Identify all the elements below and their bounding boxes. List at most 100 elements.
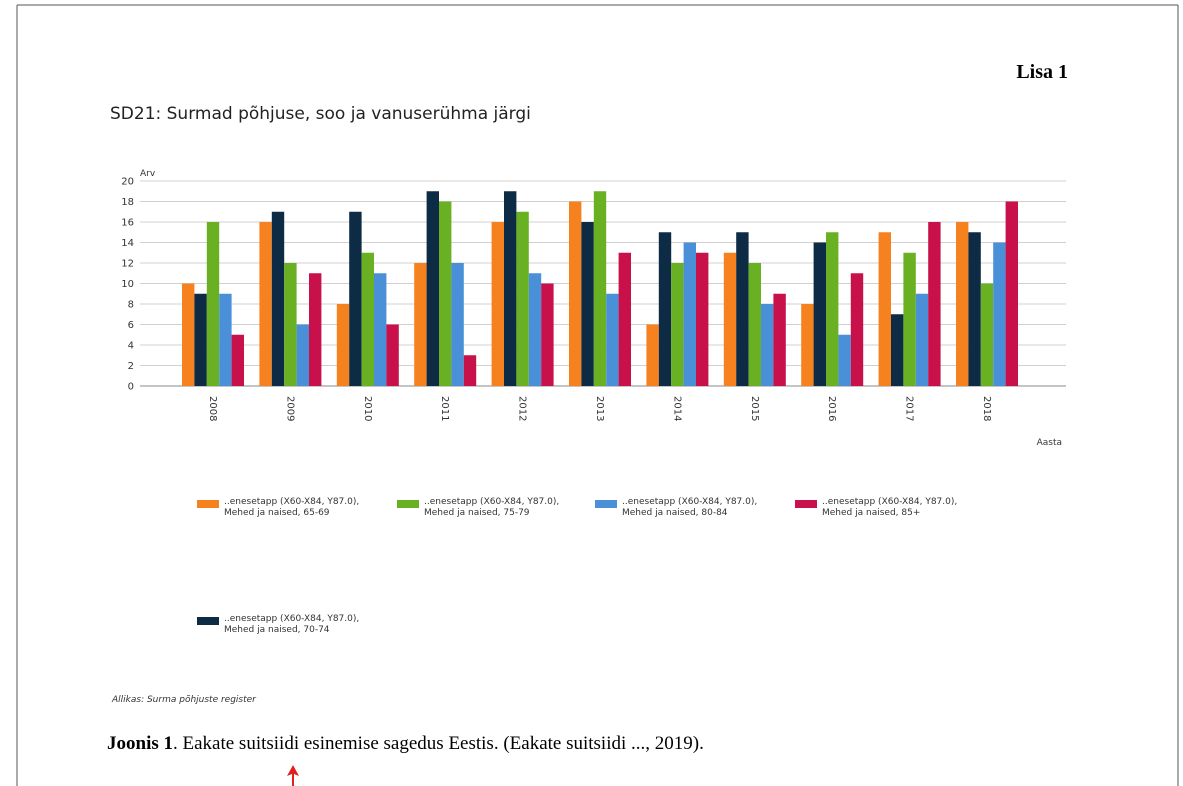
bar xyxy=(271,211,285,386)
bar xyxy=(671,263,684,386)
legend-swatch xyxy=(197,617,219,625)
bar xyxy=(426,191,439,386)
y-axis-label: Arv xyxy=(140,169,156,179)
y-tick-label: 2 xyxy=(128,361,134,372)
bar xyxy=(903,252,916,386)
y-tick-label: 4 xyxy=(128,341,134,352)
caption-label: Joonis 1 xyxy=(107,733,173,754)
bar xyxy=(993,242,1006,386)
bar xyxy=(386,324,399,386)
caption-text: . Eakate suitsiidi esinemise sagedus Ees… xyxy=(173,733,704,754)
x-tick-label: 2015 xyxy=(749,396,760,421)
bar xyxy=(516,211,529,386)
bar xyxy=(296,324,309,386)
bar xyxy=(761,304,774,386)
bar xyxy=(618,252,631,386)
cursor-arrow xyxy=(287,765,299,786)
bar xyxy=(801,304,814,386)
bar xyxy=(284,263,297,386)
legend-item: ..enesetapp (X60-X84, Y87.0), Mehed ja n… xyxy=(397,497,584,519)
x-tick-label: 2013 xyxy=(594,396,605,421)
x-tick-label: 2010 xyxy=(362,396,373,421)
legend-label: ..enesetapp (X60-X84, Y87.0), Mehed ja n… xyxy=(224,614,360,635)
x-tick-label: 2017 xyxy=(904,396,915,421)
appendix-label: Lisa 1 xyxy=(1016,61,1068,83)
bar xyxy=(878,232,891,386)
bar xyxy=(463,355,477,386)
bar xyxy=(646,324,659,386)
bar xyxy=(813,242,826,386)
y-tick-label: 16 xyxy=(121,218,134,229)
bar xyxy=(593,191,607,386)
bar xyxy=(658,232,672,386)
bar xyxy=(259,222,272,386)
legend-item: ..enesetapp (X60-X84, Y87.0), Mehed ja n… xyxy=(197,497,384,519)
bar xyxy=(826,232,839,386)
bar xyxy=(182,283,195,386)
bar xyxy=(850,273,864,386)
y-tick-label: 12 xyxy=(121,259,134,270)
bar xyxy=(528,273,542,386)
bar xyxy=(956,222,969,386)
y-tick-label: 0 xyxy=(128,382,134,393)
bar xyxy=(336,304,350,386)
bar xyxy=(980,283,994,386)
bar xyxy=(736,232,749,386)
y-tick-label: 20 xyxy=(121,177,134,188)
x-axis-label: Aasta xyxy=(1037,438,1062,448)
y-tick-label: 14 xyxy=(121,238,134,249)
legend-label: ..enesetapp (X60-X84, Y87.0), Mehed ja n… xyxy=(424,497,560,518)
legend-item: ..enesetapp (X60-X84, Y87.0), Mehed ja n… xyxy=(795,497,982,519)
y-tick-label: 10 xyxy=(121,279,134,290)
legend-swatch xyxy=(595,500,617,508)
legend-label: ..enesetapp (X60-X84, Y87.0), Mehed ja n… xyxy=(622,497,758,518)
bar xyxy=(349,211,362,386)
bar xyxy=(773,293,786,386)
bar xyxy=(581,222,594,386)
bar xyxy=(361,252,374,386)
bar xyxy=(206,222,220,386)
bar xyxy=(723,252,737,386)
bar xyxy=(194,293,207,386)
bar xyxy=(606,293,619,386)
legend-item: ..enesetapp (X60-X84, Y87.0), Mehed ja n… xyxy=(197,614,384,636)
bar xyxy=(541,283,554,386)
bar xyxy=(569,201,582,386)
bar xyxy=(968,232,981,386)
x-tick-label: 2011 xyxy=(439,396,450,421)
legend-label: ..enesetapp (X60-X84, Y87.0), Mehed ja n… xyxy=(224,497,360,518)
bar xyxy=(439,201,452,386)
legend-label: ..enesetapp (X60-X84, Y87.0), Mehed ja n… xyxy=(822,497,958,518)
bar xyxy=(696,252,709,386)
caption: Joonis 1. Eakate suitsiidi esinemise sag… xyxy=(107,733,704,754)
bar xyxy=(219,293,232,386)
bar xyxy=(683,242,696,386)
bar xyxy=(491,222,504,386)
bar xyxy=(928,222,941,386)
y-tick-label: 8 xyxy=(128,300,134,311)
legend-swatch xyxy=(397,500,419,508)
x-tick-label: 2016 xyxy=(826,396,837,421)
bar xyxy=(309,273,322,386)
bar xyxy=(838,334,851,386)
bar xyxy=(915,293,929,386)
bar xyxy=(414,263,427,386)
bar xyxy=(374,273,387,386)
source: Allikas: Surma põhjuste register xyxy=(111,695,257,705)
chart-title: SD21: Surmad põhjuse, soo ja vanuserühma… xyxy=(110,104,531,124)
x-tick-label: 2008 xyxy=(207,396,218,421)
bar xyxy=(748,263,761,386)
x-tick-label: 2009 xyxy=(284,396,295,421)
y-tick-label: 18 xyxy=(121,197,134,208)
x-tick-label: 2012 xyxy=(517,396,528,421)
bar xyxy=(504,191,517,386)
legend-swatch xyxy=(795,500,817,508)
bar xyxy=(1005,201,1018,386)
bar xyxy=(231,334,244,386)
x-tick-label: 2014 xyxy=(671,396,682,421)
x-tick-label: 2018 xyxy=(981,396,992,421)
legend-swatch xyxy=(197,500,219,508)
bar xyxy=(451,263,464,386)
legend-item: ..enesetapp (X60-X84, Y87.0), Mehed ja n… xyxy=(595,497,782,519)
